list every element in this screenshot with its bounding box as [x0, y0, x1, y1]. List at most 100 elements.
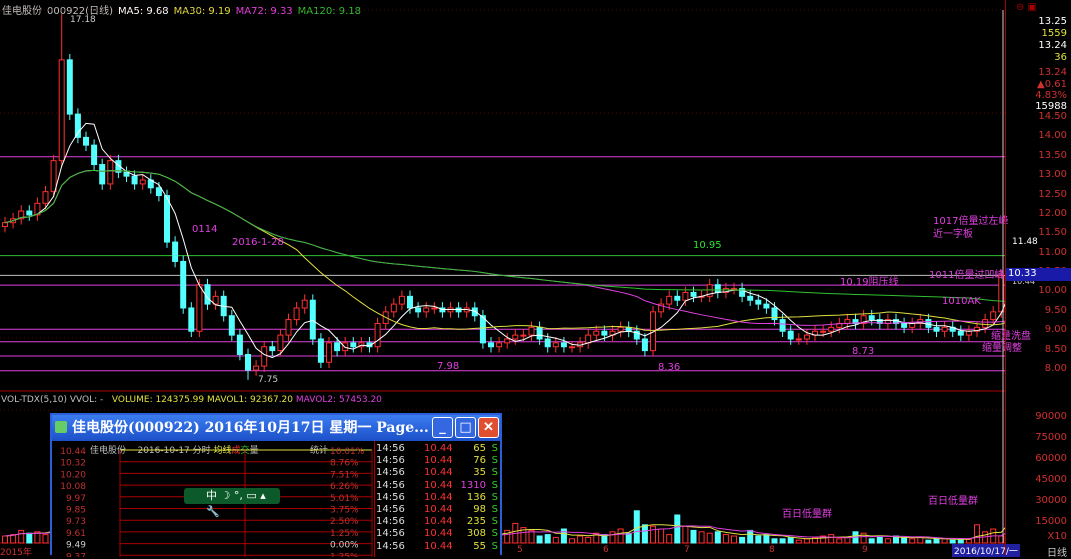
- window-title-bar[interactable]: 佳电股份(000922) 2016年10月17日 星期一 Page... _ □…: [52, 415, 500, 441]
- ime-toolbar[interactable]: 中 ☽ °, ▭ ▴ 🔧: [184, 488, 280, 518]
- candle-body: [933, 326, 940, 332]
- volume-bar: [658, 528, 665, 544]
- tick-volume: 1310: [460, 479, 486, 491]
- close-button[interactable]: ✕: [478, 417, 499, 438]
- vol-label-1: 成: [231, 446, 241, 456]
- volume-unit: X10: [1047, 531, 1067, 542]
- candle-body: [763, 303, 770, 309]
- price-tick: 14.00: [1038, 130, 1067, 142]
- tick-volume: 235: [466, 516, 486, 528]
- volume-tick: 60000: [1035, 453, 1067, 464]
- intraday-pct-tick: 0.00%: [330, 541, 359, 551]
- tick-price: 10.44: [424, 516, 453, 528]
- candle-body: [2, 222, 8, 228]
- tick-row: 14:56 10.44 76 S: [374, 455, 500, 467]
- candle-body: [479, 315, 486, 344]
- month-tick: 5: [517, 545, 523, 555]
- volume-bar: [633, 510, 640, 544]
- tick-row: 14:56 10.44 55 S: [374, 541, 500, 553]
- mavol1-value: MAVOL1: 92367.20: [207, 395, 294, 405]
- volume-bar: [577, 535, 584, 544]
- price-tick: 10.00: [1038, 285, 1067, 297]
- volume-bar: [674, 514, 681, 544]
- volume-bar: [795, 539, 802, 544]
- candle-body: [771, 307, 778, 321]
- candle-body: [317, 338, 324, 363]
- tick-time: 14:56: [376, 528, 405, 540]
- candle-body: [66, 59, 73, 115]
- price-tick: 12.50: [1038, 188, 1067, 200]
- window-title: 佳电股份(000922) 2016年10月17日 星期一 Page...: [72, 420, 429, 436]
- candle-body: [779, 319, 786, 332]
- tick-detail-window[interactable]: 佳电股份(000922) 2016年10月17日 星期一 Page... _ □…: [50, 413, 502, 557]
- volume-bar: [520, 527, 527, 544]
- volume-bar: [868, 538, 875, 544]
- volume-bar: [682, 525, 689, 544]
- candle-body: [965, 330, 972, 336]
- maximize-button[interactable]: □: [455, 417, 476, 438]
- candle-body: [868, 315, 875, 321]
- settings-icon[interactable]: ⊖ ▣: [1016, 2, 1038, 13]
- intraday-pct-tick: 7.51%: [330, 470, 359, 480]
- candle-body: [820, 330, 827, 333]
- candle-body: [569, 346, 575, 349]
- candle-body: [58, 59, 65, 162]
- volume-bar: [731, 535, 737, 544]
- stats-button[interactable]: 统计: [310, 446, 329, 456]
- tick-side: S: [491, 504, 498, 515]
- minimize-button[interactable]: _: [432, 417, 453, 438]
- tick-time: 14:56: [376, 504, 405, 515]
- candle-body: [658, 303, 665, 313]
- tick-side: S: [491, 516, 498, 528]
- volume-bar: [836, 538, 843, 544]
- quote-pct: 4.83%: [1035, 90, 1067, 101]
- volume-bar: [2, 535, 8, 544]
- candle-body: [261, 346, 268, 367]
- vol-label-3: 量: [249, 446, 259, 456]
- candle-body: [666, 295, 673, 305]
- ma30-line: [4, 169, 1005, 331]
- candle-body: [650, 311, 656, 352]
- volume-bar: [585, 536, 592, 544]
- candle-body: [50, 160, 57, 193]
- ma120-value: MA120: 9.18: [297, 6, 362, 17]
- volume-bar: [625, 532, 632, 544]
- volume-bar: [876, 536, 883, 544]
- volume-bar: [739, 536, 746, 544]
- volume-bar: [763, 534, 770, 544]
- tick-row: 14:56 10.44 308 S: [374, 528, 500, 540]
- volume-bar: [787, 536, 794, 544]
- candle-body: [253, 365, 260, 371]
- label-1095: 10.95: [693, 240, 722, 251]
- quote-vol2: 36: [1054, 52, 1067, 63]
- candle-body: [42, 191, 49, 204]
- month-tick: 8: [769, 545, 775, 555]
- candle-body: [415, 307, 422, 313]
- divider: [374, 441, 375, 557]
- candle-body: [528, 326, 535, 336]
- candle-body: [99, 164, 106, 185]
- price-tick: 11.00: [1038, 246, 1067, 258]
- ime-mode[interactable]: 中: [206, 489, 217, 502]
- volume-bar: [925, 539, 932, 544]
- candle-body: [309, 299, 316, 340]
- quote-last: 13.24: [1038, 67, 1067, 78]
- intraday-price-tick: 9.61: [66, 529, 86, 539]
- label-836: 8.36: [658, 362, 681, 373]
- tick-row: 14:56 10.44 235 S: [374, 516, 500, 528]
- stock-code: 000922(日线): [47, 6, 113, 17]
- volume-bar: [949, 539, 956, 544]
- volume-bar: [941, 538, 948, 544]
- tick-price: 10.44: [424, 479, 453, 491]
- intraday-pct-tick: 10.01%: [330, 447, 365, 457]
- volume-bar: [536, 535, 543, 544]
- tick-volume: 98: [473, 504, 486, 515]
- volume-tick: 15000: [1035, 516, 1067, 527]
- intraday-name: 佳电股份: [90, 446, 127, 456]
- candle-body: [617, 326, 624, 332]
- price-axis: ⊖ ▣ 13.25 1559 13.24 36 13.24 ▲0.61 4.83…: [1005, 0, 1071, 559]
- ma120-line: [4, 169, 1005, 302]
- volume-bar: [779, 538, 786, 544]
- volume-bar: [504, 529, 511, 544]
- chart-header: 佳电股份 000922(日线) MA5: 9.68 MA30: 9.19 MA72: 9…: [2, 2, 366, 17]
